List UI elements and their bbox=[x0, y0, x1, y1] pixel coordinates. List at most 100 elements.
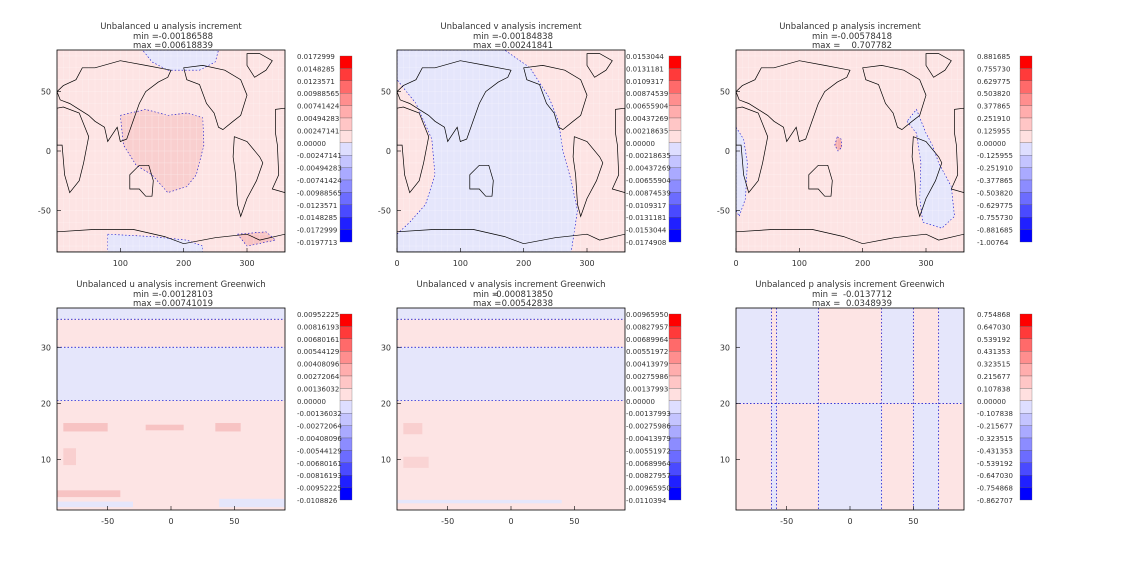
min-value: -0.00186588 bbox=[159, 32, 213, 42]
y-tick-label: -50 bbox=[378, 206, 391, 215]
y-tick-label: 50 bbox=[720, 88, 730, 97]
coastline bbox=[950, 107, 964, 193]
field-band bbox=[913, 403, 939, 510]
colorbar-swatch bbox=[1019, 487, 1033, 501]
min-label: min = bbox=[473, 290, 499, 300]
colorbar-label: -0.00689964 bbox=[626, 460, 671, 468]
colorbar-swatch bbox=[668, 375, 682, 389]
field-contour bbox=[107, 233, 203, 252]
colorbar-label: -0.0153044 bbox=[626, 227, 667, 235]
colorbar-swatch bbox=[668, 68, 682, 81]
colorbar-label: 0.00655904 bbox=[626, 103, 669, 111]
colorbar-label: -0.00272064 bbox=[297, 423, 342, 431]
x-tick-label: 0 bbox=[394, 259, 399, 268]
colorbar-swatch bbox=[339, 105, 353, 119]
colorbar-label: 0.881685 bbox=[977, 53, 1010, 61]
colorbar-label: -0.754868 bbox=[977, 485, 1013, 493]
max-label: max = bbox=[812, 299, 840, 309]
min-value: -0.00184838 bbox=[499, 32, 553, 42]
colorbar-label: 0.00000 bbox=[626, 140, 655, 148]
colorbar-label: -0.00988565 bbox=[297, 189, 342, 197]
plot-area bbox=[397, 50, 625, 252]
colorbar-swatch bbox=[1019, 425, 1033, 439]
colorbar-label: -0.323515 bbox=[977, 435, 1013, 443]
y-tick-label: 0 bbox=[46, 147, 51, 156]
field-band bbox=[736, 308, 772, 404]
colorbar-swatch bbox=[339, 130, 353, 143]
colorbar-label: -0.377865 bbox=[977, 177, 1013, 185]
colorbar-label: 0.00000 bbox=[297, 398, 326, 406]
panel-title: Unbalanced p analysis increment Greenwic… bbox=[755, 280, 944, 290]
colorbar-label: -0.0197713 bbox=[297, 239, 337, 247]
max-value: 0.00241841 bbox=[502, 41, 553, 51]
colorbar-label: 0.00000 bbox=[977, 398, 1006, 406]
colorbar-label: 0.377865 bbox=[977, 103, 1010, 111]
colorbar-swatch bbox=[1019, 351, 1033, 364]
x-tick-label: 50 bbox=[229, 517, 239, 526]
panel-6: Unbalanced p analysis increment Greenwic… bbox=[720, 280, 1033, 526]
colorbar-label: -0.00218635 bbox=[626, 152, 671, 160]
colorbar-label: -0.107838 bbox=[977, 410, 1013, 418]
colorbar-label: 0.00413979 bbox=[626, 361, 668, 369]
y-tick-label: -50 bbox=[717, 206, 730, 215]
coastline bbox=[469, 164, 494, 197]
colorbar-label: -0.503820 bbox=[977, 189, 1013, 197]
max-value: 0.0348939 bbox=[846, 299, 892, 309]
coastline bbox=[271, 107, 285, 193]
colorbar-label: 0.00000 bbox=[977, 140, 1006, 148]
colorbar-label: -0.215677 bbox=[977, 423, 1013, 431]
colorbar-label: 0.431353 bbox=[977, 348, 1010, 356]
min-label: min = bbox=[473, 32, 499, 42]
colorbar-swatch bbox=[668, 80, 682, 94]
panel-title: Unbalanced v analysis increment Greenwic… bbox=[416, 280, 605, 290]
field-band bbox=[881, 308, 914, 404]
max-value: 0.00542838 bbox=[502, 299, 553, 309]
colorbar-swatch bbox=[339, 204, 353, 218]
coastline bbox=[246, 53, 273, 78]
x-tick-label: 50 bbox=[569, 517, 579, 526]
colorbar-label: -0.431353 bbox=[977, 447, 1013, 455]
colorbar-label: -0.00827957 bbox=[626, 472, 671, 480]
colorbar-swatch bbox=[1019, 217, 1033, 230]
coastline bbox=[57, 60, 172, 143]
y-tick-label: 0 bbox=[386, 147, 391, 156]
coastline bbox=[862, 65, 927, 131]
colorbar-label: -0.539192 bbox=[977, 460, 1013, 468]
field-band bbox=[771, 403, 777, 510]
colorbar-label: -0.00965950 bbox=[626, 485, 671, 493]
colorbar-swatch bbox=[668, 130, 682, 143]
colorbar-swatch bbox=[668, 93, 682, 106]
y-tick-label: 30 bbox=[41, 343, 51, 352]
max-label: max = bbox=[133, 41, 161, 51]
colorbar-label: -0.755730 bbox=[977, 214, 1013, 222]
colorbar-label: 0.503820 bbox=[977, 90, 1010, 98]
colorbar-swatch bbox=[668, 326, 682, 339]
field-band bbox=[219, 498, 285, 508]
colorbar-swatch bbox=[1019, 462, 1033, 476]
x-tick-label: 0 bbox=[508, 517, 513, 526]
field-band bbox=[63, 448, 76, 466]
colorbar-swatch bbox=[1019, 93, 1033, 106]
colorbar-label: 0.00437269 bbox=[626, 115, 668, 123]
colorbar-label: 0.647030 bbox=[977, 323, 1010, 331]
colorbar-label: -0.00247141 bbox=[297, 152, 342, 160]
colorbar-label: -0.00680161 bbox=[297, 460, 342, 468]
field-band bbox=[215, 423, 241, 432]
colorbar-label: 0.00544129 bbox=[297, 348, 339, 356]
colorbar-label: -0.0108826 bbox=[297, 497, 338, 505]
field-band bbox=[818, 403, 882, 510]
panel-title: Unbalanced v analysis increment bbox=[440, 22, 582, 32]
colorbar-label: 0.00680161 bbox=[297, 336, 339, 344]
colorbar-label: 0.0131181 bbox=[626, 65, 664, 73]
colorbar-swatch bbox=[668, 487, 682, 501]
coastline bbox=[129, 164, 154, 197]
colorbar-label: 0.00965950 bbox=[626, 311, 668, 319]
colorbar-label: -0.0148285 bbox=[297, 214, 337, 222]
colorbar-label: -0.0110394 bbox=[626, 497, 667, 505]
colorbar-label: -0.647030 bbox=[977, 472, 1013, 480]
max-label: max = bbox=[812, 41, 840, 51]
colorbar-label: 0.00247141 bbox=[297, 127, 339, 135]
field-band bbox=[403, 456, 429, 468]
